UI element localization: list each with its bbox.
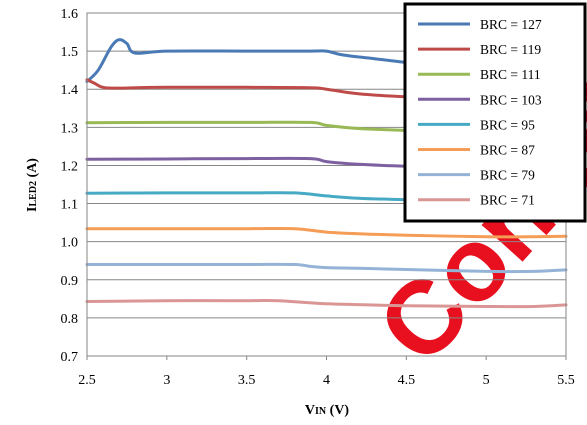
series-line-4 [85,156,440,169]
y-tick-label: 1.3 [61,121,79,136]
y-tick-label: 0.9 [61,274,79,289]
y-axis-title: ILED2 (A) [25,158,40,212]
legend-label: BRC = 87 [480,143,535,158]
y-tick-label: 1.1 [61,198,79,213]
x-tick-label: 2.5 [78,373,96,388]
y-tick-label: 0.7 [61,350,79,365]
x-axis-title: VIN (V) [305,403,350,418]
y-tick-label: 1.5 [61,45,79,60]
series-line-1 [85,38,408,84]
series-lines [85,38,568,309]
x-tick-label: 3.5 [238,373,256,388]
x-tick-label: 4.5 [398,373,416,388]
legend-label: BRC = 119 [480,42,541,57]
series-line-8 [85,298,568,309]
legend-label: BRC = 111 [480,67,541,82]
legend-box [403,2,587,223]
x-tick-label: 5 [483,373,490,388]
y-tick-label: 1.2 [61,159,79,174]
y-tick-label: 1.6 [61,7,79,22]
legend-label: BRC = 127 [480,17,542,32]
x-tick-label: 3 [163,373,170,388]
legend-label: BRC = 71 [480,193,535,208]
x-tick-label: 5.5 [557,373,575,388]
series-line-5 [85,191,440,202]
legend: BRC = 127 BRC = 119 BRC = 111 BRC = 103 BRC … [403,2,587,223]
legend-label: BRC = 95 [480,117,535,132]
series-line-7 [85,262,568,274]
series-line-3 [85,120,440,133]
legend-label: BRC = 103 [480,92,542,107]
x-axis-tick-labels: 2.5 3 3.5 4 4.5 5 5.5 [78,356,575,388]
y-axis-tick-labels: 0.7 0.8 0.9 1.0 1.1 1.2 1.3 1.4 1.5 1.6 [61,7,79,365]
series-line-6 [85,226,568,239]
x-tick-label: 4 [323,373,330,388]
y-tick-label: 0.8 [61,312,79,327]
y-tick-label: 1.0 [61,236,79,251]
series-line-2 [85,78,440,100]
y-tick-label: 1.4 [61,83,79,98]
legend-label: BRC = 79 [480,168,535,183]
